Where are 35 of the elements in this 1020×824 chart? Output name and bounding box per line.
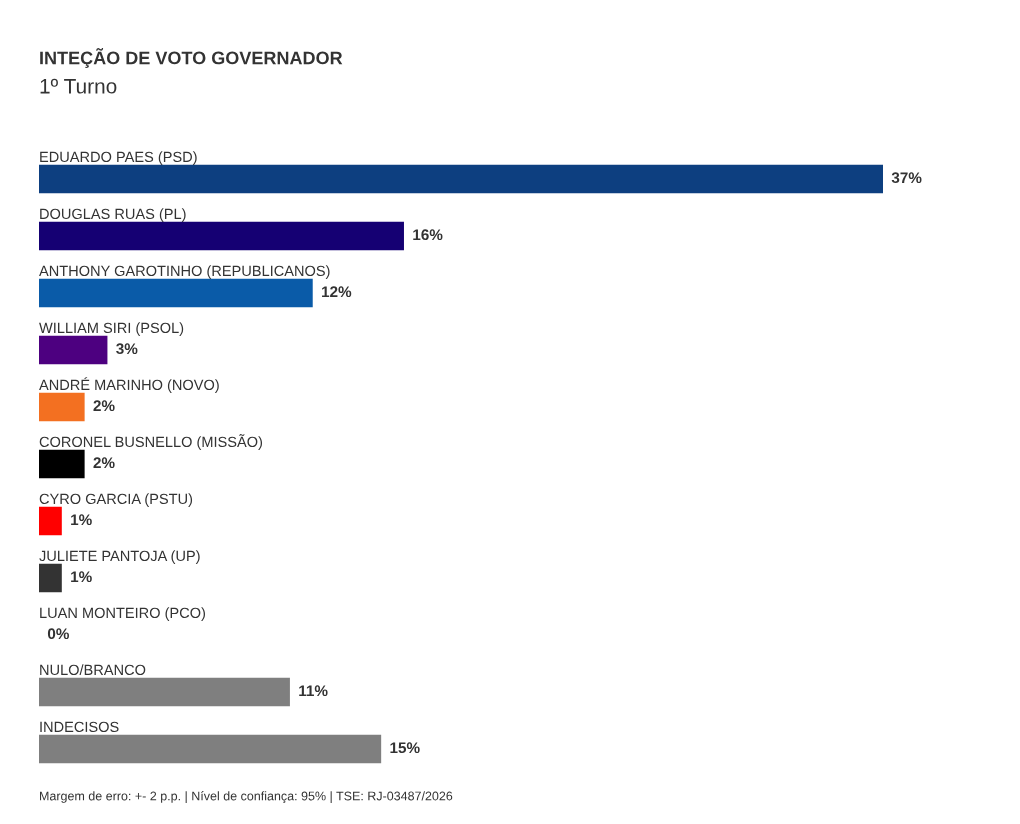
y-tick-label: CYRO GARCIA (PSTU): [39, 493, 193, 507]
data-label: 16%: [413, 229, 443, 241]
bar: [39, 221, 404, 251]
data-label: 2%: [93, 400, 115, 412]
y-tick-label: ANTHONY GAROTINHO (REPUBLICANOS): [39, 265, 330, 279]
y-tick-label: NULO/BRANCO: [40, 664, 146, 676]
bar: [39, 164, 883, 194]
data-label: 2%: [93, 457, 115, 469]
bar: [39, 449, 85, 479]
data-label: 37%: [891, 172, 922, 184]
chart-subtitle: 1º Turno: [40, 78, 117, 94]
text: Margem de erro: +- 2 p.p. | Nível de confiança: 95% | TSE: RJ-03487/2026: [40, 791, 453, 803]
bar: [39, 506, 62, 536]
bar: [39, 677, 290, 707]
y-tick-label: WILLIAM SIRI (PSOL): [39, 322, 184, 336]
data-label: 1%: [71, 514, 92, 526]
data-label: 1%: [71, 571, 92, 583]
y-tick-label: JULIETE PANTOJA (UP): [39, 550, 200, 564]
bar: [39, 734, 382, 764]
bar: [39, 335, 108, 365]
y-tick-label: EDUARDO PAES (PSD): [40, 151, 197, 165]
data-label: 3%: [116, 343, 138, 355]
y-tick-label: LUAN MONTEIRO (PCO): [40, 607, 205, 621]
bar: [39, 392, 85, 422]
y-tick-label: CORONEL BUSNELLO (MISSÃO): [39, 434, 263, 450]
y-tick-label: ANDRÉ MARINHO (NOVO): [39, 377, 219, 393]
bar: [39, 563, 62, 593]
data-label: 12%: [322, 286, 352, 298]
chart-title: INTEÇÃO DE VOTO GOVERNADOR: [40, 48, 343, 68]
bar: [39, 278, 313, 308]
data-label: 11%: [299, 685, 328, 697]
y-tick-label: DOUGLAS RUAS (PL): [40, 208, 186, 222]
data-label: 15%: [390, 742, 420, 754]
y-tick-label: INDECISOS: [40, 721, 119, 733]
data-label: 0%: [47, 628, 70, 640]
